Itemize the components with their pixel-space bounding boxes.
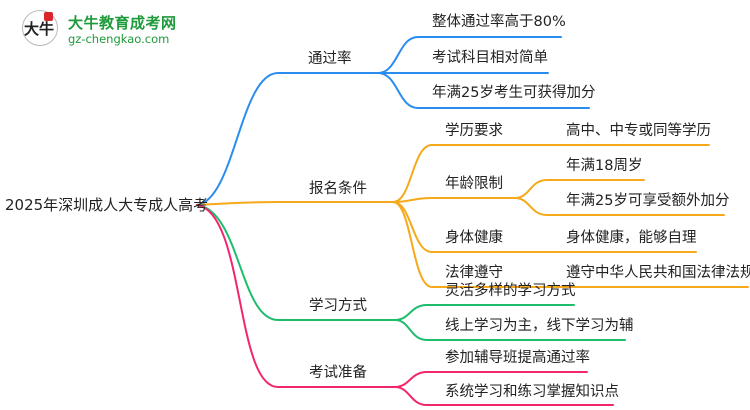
logo: 大牛 大牛教育成考网 gz-chengkao.com: [14, 8, 204, 50]
node-exam-prep[interactable]: 考试准备: [309, 364, 367, 381]
leaf[interactable]: 灵活多样的学习方式: [445, 282, 576, 299]
leaf[interactable]: 年满25岁考生可获得加分: [432, 84, 595, 101]
leaf[interactable]: 线上学习为主，线下学习为辅: [445, 317, 634, 334]
leaf[interactable]: 年满25岁可享受额外加分: [566, 192, 729, 209]
branch-lines-requirements: [196, 144, 749, 288]
edge: [196, 204, 396, 321]
leaf[interactable]: 年满18周岁: [566, 157, 642, 174]
edge: [196, 72, 379, 206]
node-health[interactable]: 身体健康: [445, 229, 503, 246]
leaf[interactable]: 高中、中专或同等学历: [566, 121, 711, 139]
logo-glyph: 大牛: [24, 20, 55, 38]
edge: [377, 72, 590, 109]
edge: [394, 371, 588, 388]
root-node[interactable]: 2025年深圳成人大专成人高考: [5, 196, 208, 214]
leaf[interactable]: 整体通过率高于80%: [432, 13, 566, 30]
leaf[interactable]: 系统学习和练习掌握知识点: [445, 383, 619, 400]
node-requirements[interactable]: 报名条件: [309, 180, 367, 197]
logo-stamp: [44, 12, 53, 21]
leaf[interactable]: 考试科目相对简单: [432, 49, 548, 66]
node-study[interactable]: 学习方式: [309, 297, 367, 314]
branch-lines-pass-rate: [196, 36, 590, 206]
edge: [377, 36, 562, 74]
leaf[interactable]: 参加辅导班提高通过率: [445, 349, 590, 366]
branch-lines-exam-prep: [196, 204, 614, 406]
node-education[interactable]: 学历要求: [445, 122, 503, 139]
logo-name: 大牛教育成考网: [68, 14, 177, 32]
edge: [514, 197, 725, 216]
edge: [196, 201, 394, 206]
node-pass-rate[interactable]: 通过率: [308, 50, 352, 67]
edge: [392, 201, 749, 288]
edge: [394, 386, 614, 406]
edge: [394, 304, 575, 321]
node-age[interactable]: 年龄限制: [445, 175, 503, 192]
node-law[interactable]: 法律遵守: [445, 264, 503, 281]
logo-url: gz-chengkao.com: [68, 32, 170, 46]
edge: [514, 179, 645, 199]
edge: [392, 197, 516, 203]
edge: [196, 204, 396, 388]
leaf[interactable]: 遵守中华人民共和国法律法规: [566, 264, 750, 281]
edge: [392, 144, 710, 203]
leaf[interactable]: 身体健康，能够自理: [566, 229, 697, 246]
edge: [394, 319, 626, 341]
branch-lines-study: [196, 204, 626, 341]
